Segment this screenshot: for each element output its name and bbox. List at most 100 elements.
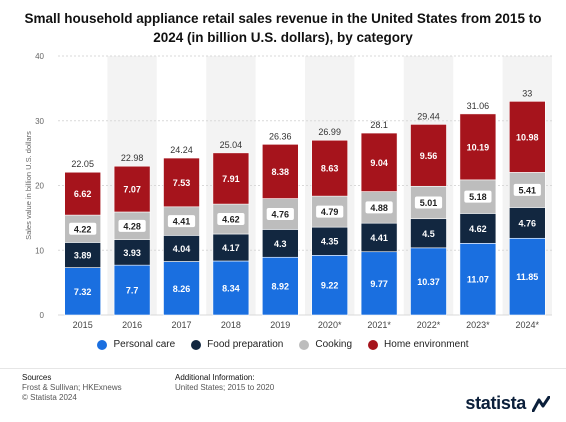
data-label: 4.62 [469, 224, 487, 234]
data-label-bg [69, 222, 97, 235]
total-label: 24.24 [170, 145, 193, 155]
bar-segment [261, 256, 299, 316]
bar-segment [410, 247, 447, 316]
bar-segment [311, 255, 349, 316]
data-label: 7.53 [173, 178, 191, 188]
bar-segment [508, 207, 546, 239]
data-label-bg [365, 201, 393, 214]
legend-label: Cooking [315, 339, 353, 350]
total-label: 29.44 [417, 111, 440, 121]
legend-item[interactable]: Cooking [299, 339, 352, 350]
data-label: 7.07 [123, 185, 141, 195]
bar-segment [64, 242, 101, 268]
additional-info-heading[interactable]: Additional Information: [175, 373, 255, 382]
bar-segment [261, 229, 299, 258]
data-label-bg [266, 207, 294, 220]
bar-segment [113, 264, 151, 316]
data-label: 8.92 [272, 282, 290, 292]
bar-segment [212, 233, 250, 262]
data-label: 8.63 [321, 164, 339, 174]
bar-segment [410, 124, 447, 187]
data-label: 11.85 [516, 272, 538, 282]
data-label: 4.17 [222, 243, 240, 253]
bar-segment [212, 152, 250, 205]
statista-logo-icon [532, 395, 550, 412]
bar-segment [360, 132, 398, 192]
data-label: 5.18 [469, 192, 487, 202]
x-tick-label: 2017 [171, 320, 191, 330]
data-label: 10.37 [417, 277, 440, 287]
sources-block: Sources Frost & Sullivan; HKExnews © Sta… [22, 373, 122, 403]
total-label: 26.99 [318, 127, 341, 137]
bar-segment [459, 113, 497, 181]
brand-wordmark: statista [465, 393, 526, 413]
data-label: 10.98 [516, 132, 539, 142]
y-tick-label: 0 [40, 311, 45, 320]
chart-title: Small household appliance retail sales r… [24, 11, 542, 45]
data-label: 4.62 [222, 215, 240, 225]
bar-segment [64, 267, 101, 316]
statista-logo[interactable]: statista [465, 393, 550, 414]
x-tick-label: 2023* [466, 320, 490, 330]
data-label-bg [217, 213, 245, 226]
data-label: 4.76 [272, 209, 290, 219]
additional-info-line: United States; 2015 to 2020 [175, 383, 275, 392]
bar-segment [163, 235, 200, 262]
data-label: 7.32 [74, 287, 92, 297]
x-tick-label: 2019 [270, 320, 290, 330]
data-label: 8.26 [173, 284, 191, 294]
copyright-line[interactable]: © Statista 2024 [22, 393, 77, 402]
total-label: 33 [522, 88, 532, 98]
data-label-bg [316, 205, 344, 218]
data-label: 8.34 [222, 283, 240, 293]
data-label: 9.22 [321, 281, 339, 291]
y-tick-label: 20 [35, 182, 44, 191]
bar-segment [311, 139, 349, 197]
x-tick-label: 2020* [318, 320, 342, 330]
legend-marker [191, 339, 202, 350]
y-tick-label: 30 [35, 117, 44, 126]
legend-item[interactable]: Food preparation [191, 339, 283, 350]
bar-segment [113, 239, 151, 266]
legend-label: Personal care [113, 339, 176, 350]
data-label: 7.7 [126, 286, 139, 296]
legend-item[interactable]: Home environment [368, 339, 469, 350]
legend-label: Home environment [384, 339, 469, 350]
x-tick-label: 2024* [516, 320, 540, 330]
stacked-bar-chart: 0 10 20 30 40 Sales value in billion U.S. dol… [24, 52, 552, 330]
bar-segment [360, 222, 398, 253]
bar-segment [459, 213, 497, 244]
data-label: 9.77 [370, 279, 388, 289]
data-label: 3.89 [74, 251, 92, 261]
data-label-bg [513, 183, 541, 196]
footer-divider [0, 368, 566, 369]
data-label: 4.5 [422, 229, 435, 239]
bar-segment [410, 218, 447, 249]
data-label: 8.38 [272, 167, 290, 177]
bar-segment [508, 101, 546, 173]
y-tick-label: 40 [35, 52, 44, 61]
data-label: 5.01 [420, 198, 438, 208]
data-label: 4.41 [173, 217, 191, 227]
data-label: 10.19 [467, 142, 490, 152]
legend-item[interactable]: Personal care [97, 339, 175, 350]
total-label: 28.1 [370, 120, 388, 130]
total-label: 22.05 [71, 159, 94, 169]
x-tick-label: 2021* [367, 320, 391, 330]
data-label: 4.41 [370, 233, 388, 243]
x-tick-label: 2015 [73, 320, 93, 330]
sources-heading: Sources [22, 373, 52, 382]
data-label: 5.41 [519, 185, 537, 195]
chart-legend: Personal care Food preparation Cooking Home… [0, 339, 566, 350]
data-label: 11.07 [467, 275, 489, 285]
total-label: 26.36 [269, 131, 292, 141]
total-label: 22.98 [121, 153, 144, 163]
y-axis-label: Sales value in billion U.S. dollars [24, 131, 33, 240]
data-label: 6.62 [74, 189, 92, 199]
total-label: 25.04 [220, 140, 243, 150]
additional-info-block: Additional Information: United States; 2… [175, 373, 274, 393]
data-label: 4.88 [370, 203, 388, 213]
bar-segment [113, 165, 151, 213]
data-label: 9.04 [370, 158, 388, 168]
legend-marker [299, 339, 310, 350]
